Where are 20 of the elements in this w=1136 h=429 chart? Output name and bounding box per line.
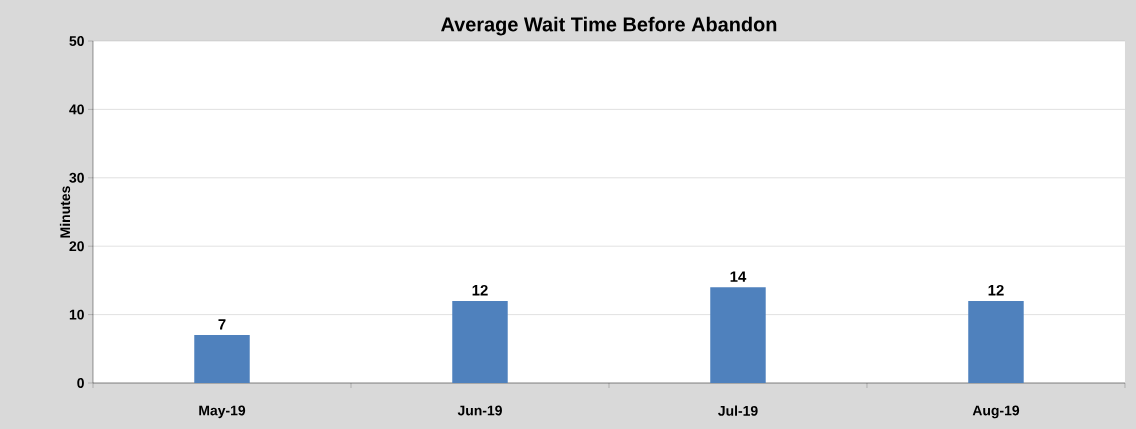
bar xyxy=(452,300,508,383)
y-tick-label: 50 xyxy=(69,36,84,46)
data-label: 7 xyxy=(218,319,226,330)
x-tick-label: Jul-19 xyxy=(718,405,758,416)
bar xyxy=(194,335,250,383)
data-label: 12 xyxy=(988,284,1004,296)
x-tick-label: Aug-19 xyxy=(972,405,1020,419)
y-tick-label: 40 xyxy=(69,104,84,115)
y-tick-label: 0 xyxy=(77,378,84,388)
data-label: 12 xyxy=(472,284,488,296)
y-axis-title: Minutes xyxy=(59,186,71,238)
y-tick-label: 30 xyxy=(69,172,84,183)
data-label: 14 xyxy=(730,271,747,282)
y-tick-label: 20 xyxy=(69,241,84,252)
bar xyxy=(968,300,1024,383)
chart-title: Average Wait Time Before Abandon xyxy=(441,16,777,36)
y-tick-label: 10 xyxy=(69,309,84,320)
bar xyxy=(710,287,766,383)
x-tick-label: Jun-19 xyxy=(457,405,502,416)
x-tick-label: May-19 xyxy=(199,405,246,419)
